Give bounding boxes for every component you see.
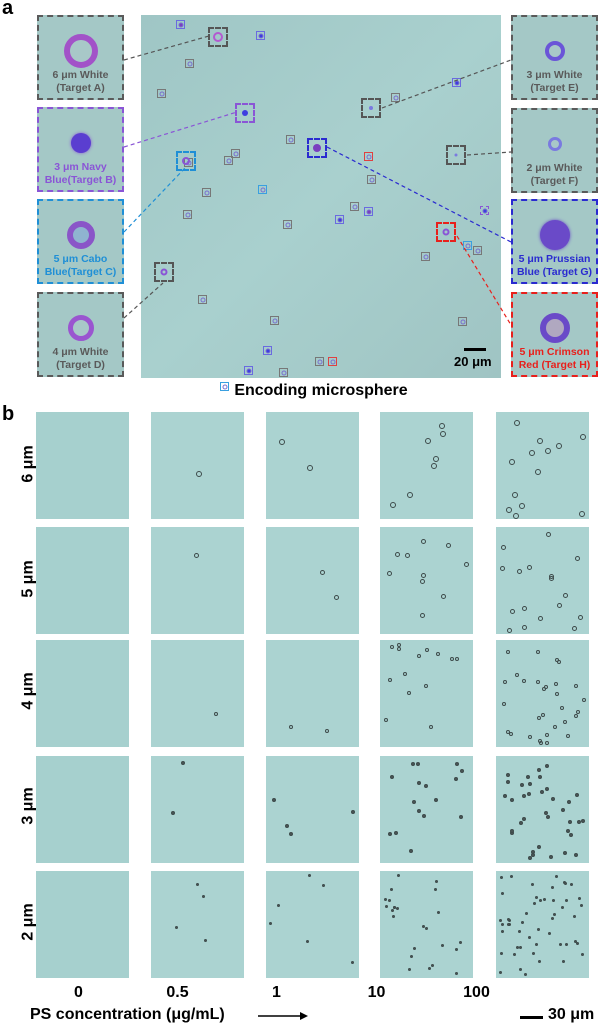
micrograph-tile (151, 756, 244, 863)
callout-label: 3 μm Navy (54, 161, 107, 173)
leader-lines (123, 35, 512, 326)
panel-a-letter: a (2, 0, 14, 19)
row-label-6um: 6 μm (19, 445, 37, 483)
callout-target-a: 6 μm White (Target A) (37, 15, 124, 100)
callout-target-e: 3 μm White (Target E) (511, 15, 598, 100)
callout-label: (Target E) (530, 82, 579, 94)
micrograph-tile (36, 871, 129, 978)
target-a-marker (208, 27, 228, 47)
scale-bar-line (464, 348, 486, 351)
microsphere-icon (67, 315, 94, 341)
micrograph-tile (266, 527, 359, 634)
micrograph-tile (380, 640, 473, 747)
encoding-microsphere-image: 20 μm (141, 15, 501, 391)
col-label-0.5: 0.5 (166, 984, 189, 1001)
scale-bar-label: 20 μm (454, 354, 492, 369)
micrograph-tile (380, 412, 473, 519)
row-label-3um: 3 μm (19, 787, 37, 825)
callout-label: Blue(Target B) (44, 174, 117, 186)
callout-label: 2 μm White (526, 162, 583, 174)
microsphere-icon (547, 137, 562, 151)
micrograph-tile (380, 756, 473, 863)
callout-target-g: 5 μm Prussian Blue (Target G) (511, 199, 598, 284)
micrograph-tile (496, 871, 589, 978)
micrograph-tile (151, 527, 244, 634)
micrograph-tile (496, 412, 589, 519)
microsphere-icon (70, 133, 91, 153)
micrograph-tile (151, 412, 244, 519)
target-b-marker (235, 103, 255, 123)
target-c-marker (176, 151, 196, 171)
callout-target-c: 5 μm Cabo Blue(Target C) (37, 199, 124, 284)
microsphere-icon (539, 220, 570, 250)
panel-b-letter: b (2, 403, 15, 425)
callout-target-f: 2 μm White (Target F) (511, 108, 598, 193)
scale-bar-line-b (520, 1016, 543, 1019)
microsphere-icon (63, 34, 98, 68)
micrograph-tile (266, 640, 359, 747)
callout-label: 3 μm White (526, 69, 583, 81)
callout-label: (Target A) (56, 82, 105, 94)
microsphere-icon (66, 221, 95, 249)
target-d-marker (154, 262, 174, 282)
micrograph-tile (266, 871, 359, 978)
target-g-marker (307, 138, 327, 158)
callout-label: 5 μm Cabo (53, 253, 108, 265)
row-label-4um: 4 μm (19, 672, 37, 710)
col-label-10: 10 (367, 984, 386, 1001)
row-label-5um: 5 μm (19, 560, 37, 598)
scale-bar-label-b: 30 μm (548, 1006, 595, 1023)
microsphere-icon (539, 313, 570, 343)
micrograph-tile (380, 527, 473, 634)
micrograph-tile (496, 527, 589, 634)
target-h-marker (436, 222, 456, 242)
callout-label: Blue (Target G) (516, 266, 593, 278)
col-label-1: 1 (272, 984, 281, 1001)
micrograph-tile (266, 412, 359, 519)
micrograph-tile (266, 756, 359, 863)
callout-label: (Target D) (56, 359, 105, 371)
micrograph-tile (380, 871, 473, 978)
panel-a-title: Encoding microsphere (234, 382, 408, 399)
micrograph-tile (496, 756, 589, 863)
col-label-0: 0 (74, 984, 83, 1001)
x-axis-label: PS concentration (μg/mL) (30, 1006, 225, 1023)
row-label-2um: 2 μm (19, 903, 37, 941)
micrograph-tile (36, 412, 129, 519)
callout-label: 4 μm White (52, 346, 109, 358)
micrograph-tile (36, 756, 129, 863)
micrograph-tile (151, 640, 244, 747)
callout-label: 5 μm Crimson (519, 346, 590, 358)
callout-target-d: 4 μm White (Target D) (37, 292, 124, 377)
arrow-right-icon (258, 1012, 308, 1020)
target-e-marker (361, 98, 381, 118)
callout-target-b: 3 μm Navy Blue(Target B) (37, 107, 124, 192)
callout-label: 6 μm White (52, 69, 109, 81)
callout-target-h: 5 μm Crimson Red (Target H) (511, 292, 598, 377)
target-f-marker (446, 145, 466, 165)
callout-label: 5 μm Prussian (518, 253, 591, 265)
micrograph-tile (36, 640, 129, 747)
callout-label: Red (Target H) (518, 359, 591, 371)
micrograph-tile (496, 640, 589, 747)
micrograph-tile (151, 871, 244, 978)
callout-label: Blue(Target C) (44, 266, 117, 278)
col-label-100: 100 (463, 984, 490, 1001)
callout-label: (Target F) (530, 175, 579, 187)
micrograph-tile (36, 527, 129, 634)
microsphere-icon (544, 41, 565, 61)
